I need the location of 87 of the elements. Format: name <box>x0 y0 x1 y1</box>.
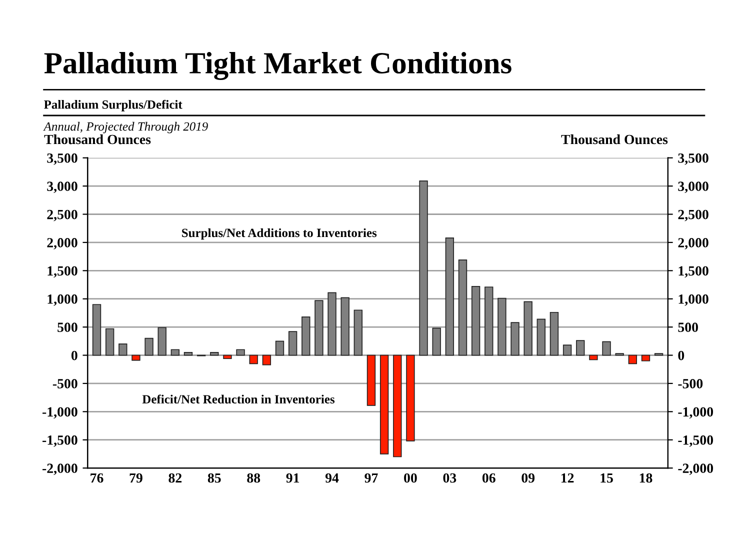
bar <box>406 354 415 442</box>
y-tick-label: 500 <box>58 322 78 332</box>
bar <box>628 354 637 364</box>
bar <box>589 354 598 360</box>
bar <box>314 300 324 356</box>
y2-tick-label: 3,000 <box>678 182 708 194</box>
y-tick-label: 2,500 <box>47 210 78 222</box>
y-tick-label: -2,000 <box>42 464 78 476</box>
bar <box>92 304 102 356</box>
bar <box>354 310 363 356</box>
bar <box>498 298 506 356</box>
bar <box>380 354 389 454</box>
bar <box>249 354 258 364</box>
y-tick-label: 2,000 <box>47 238 78 250</box>
bar <box>576 340 585 356</box>
y-tick-label: 1,000 <box>48 294 78 306</box>
y-tick-label: 3,500 <box>47 153 78 165</box>
bar <box>262 354 272 366</box>
bar <box>170 349 180 356</box>
bar <box>275 340 284 356</box>
x-tick-label: 06 <box>482 473 496 483</box>
x-tick-label: 76 <box>90 473 104 483</box>
bar <box>223 354 232 360</box>
y2-tick-label: -2,000 <box>678 464 714 476</box>
y-tick-label: -500 <box>52 379 78 388</box>
bar <box>118 344 128 356</box>
bar <box>524 301 532 356</box>
x-tick-label: 94 <box>325 473 339 483</box>
bar <box>366 354 376 406</box>
y2-tick-label: 500 <box>678 322 698 332</box>
bar <box>132 354 140 361</box>
bar <box>105 328 114 356</box>
y-tick-label: 0 <box>71 350 78 360</box>
y2-tick-label: 1,000 <box>678 294 708 306</box>
x-tick-label: 91 <box>286 473 300 483</box>
y-tick-label: -1,000 <box>42 407 78 419</box>
annotation: Surplus/Net Additions to Inventories <box>182 228 377 240</box>
bar <box>144 338 154 356</box>
bar <box>393 354 402 458</box>
y2-tick-label: 2,500 <box>678 210 708 222</box>
text: Annual, Projected Through 2019 <box>43 122 208 134</box>
x-tick-label: 79 <box>130 473 142 483</box>
y2-tick-label: 2,000 <box>678 238 708 250</box>
y2-tick-label: 1,500 <box>678 266 708 278</box>
x-tick-label: 09 <box>522 473 535 483</box>
y-tick-label: 3,000 <box>47 182 78 194</box>
y2-tick-label: -500 <box>678 379 703 388</box>
bar <box>340 297 350 356</box>
bar <box>484 286 494 356</box>
chart-title: Palladium Tight Market Conditions <box>44 52 512 80</box>
bar <box>210 352 219 356</box>
x-tick-label: 12 <box>561 473 574 483</box>
y-axis-title: Thousand Ounces <box>44 134 151 144</box>
x-tick-label: 00 <box>404 473 417 483</box>
chart-subtitle: Palladium Surplus/Deficit <box>44 100 182 112</box>
y-tick-label: 1,500 <box>48 266 78 278</box>
y2-tick-label: 0 <box>678 350 684 360</box>
bar <box>432 328 441 356</box>
y-tick-label: -1,500 <box>42 435 78 447</box>
bar <box>510 322 520 356</box>
x-tick-label: 88 <box>247 473 260 483</box>
annotation: Deficit/Net Reduction in Inventories <box>142 394 335 404</box>
x-tick-label: 18 <box>640 473 652 483</box>
bar <box>236 349 245 356</box>
bar <box>328 292 336 356</box>
y2-tick-label: -1,500 <box>678 435 714 447</box>
bar <box>536 318 546 356</box>
bar <box>550 312 559 356</box>
bar <box>158 327 166 356</box>
y2-tick-label: -1,000 <box>678 407 714 419</box>
x-tick-label: 85 <box>208 473 221 483</box>
bar <box>302 316 310 356</box>
y2-tick-label: 3,500 <box>678 153 708 165</box>
x-tick-label: 03 <box>443 473 456 483</box>
bar <box>184 352 193 356</box>
bar <box>288 331 298 356</box>
x-tick-label: 15 <box>600 473 613 483</box>
bar <box>445 238 454 356</box>
bar <box>458 260 468 356</box>
y2-axis-title: Thousand Ounces <box>561 134 668 144</box>
x-tick-label: 82 <box>168 473 182 483</box>
bar <box>419 180 428 356</box>
bar <box>602 341 611 356</box>
x-tick-label: 97 <box>364 473 378 483</box>
bar <box>562 344 572 356</box>
bar <box>641 354 650 362</box>
bar <box>471 286 480 356</box>
